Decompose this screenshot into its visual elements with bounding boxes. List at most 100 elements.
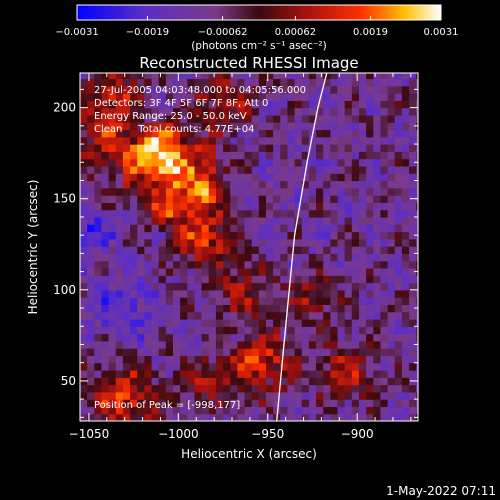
heatmap-cell (316, 151, 324, 160)
heatmap-cell (373, 195, 382, 203)
heatmap-cell (294, 224, 303, 233)
heatmap-cell (172, 100, 181, 109)
heatmap-cell (258, 318, 267, 327)
heatmap-cell (187, 100, 196, 109)
heatmap-cell (151, 326, 160, 335)
heatmap-cell (251, 282, 260, 291)
heatmap-cell (108, 340, 117, 349)
heatmap-cell (158, 151, 167, 160)
heatmap-cell (115, 326, 124, 335)
heatmap-cell (215, 304, 224, 313)
heatmap-cell (122, 158, 131, 167)
heatmap-cell (337, 231, 346, 240)
heatmap-cell (223, 187, 231, 196)
heatmap-cell (201, 267, 210, 276)
heatmap-cell (387, 384, 396, 393)
heatmap-cell (366, 216, 374, 225)
heatmap-cell (187, 311, 196, 320)
heatmap-cell (316, 136, 324, 145)
heatmap-cell (366, 78, 374, 87)
heatmap-cell (358, 151, 367, 160)
heatmap-cell (409, 73, 417, 80)
heatmap-cell (301, 209, 310, 218)
heatmap-cell (258, 282, 267, 291)
heatmap-cell (401, 362, 410, 371)
heatmap-cell (308, 202, 317, 211)
heatmap-cell (316, 158, 324, 167)
heatmap-cell (137, 340, 145, 349)
heatmap-cell (101, 377, 110, 386)
heatmap-cell (280, 122, 289, 131)
heatmap-cell (80, 180, 88, 189)
heatmap-cell (165, 391, 174, 400)
heatmap-cell (280, 114, 289, 123)
heatmap-cell (208, 413, 217, 421)
heatmap-cell (122, 289, 131, 298)
heatmap-cell (108, 73, 117, 80)
heatmap-cell (201, 85, 210, 94)
colorbar-tick-label: −0.00062 (198, 27, 248, 38)
heatmap-cell (115, 304, 124, 313)
heatmap-cell (344, 253, 353, 262)
heatmap-cell (172, 173, 181, 182)
heatmap-cell (108, 187, 117, 196)
heatmap-cell (416, 173, 418, 182)
heatmap-cell (351, 304, 360, 313)
heatmap-cell (258, 311, 267, 320)
heatmap-cell (223, 151, 231, 160)
heatmap-cell (237, 209, 246, 218)
heatmap-cell (358, 100, 367, 109)
heatmap-cell (201, 399, 210, 408)
heatmap-cell (337, 202, 346, 211)
heatmap-cell (194, 326, 203, 335)
heatmap-cell (337, 136, 346, 145)
heatmap-cell (180, 260, 188, 269)
heatmap-cell (122, 246, 131, 254)
heatmap-cell (194, 129, 203, 138)
heatmap-cell (115, 107, 124, 116)
heatmap-cell (294, 289, 303, 298)
heatmap-cell (287, 93, 296, 101)
heatmap-cell (108, 399, 117, 408)
heatmap-cell (115, 399, 124, 408)
heatmap-cell (151, 311, 160, 320)
heatmap-cell (158, 304, 167, 313)
heatmap-cell (316, 93, 324, 101)
heatmap-cell (409, 173, 417, 182)
heatmap-cell (280, 100, 289, 109)
heatmap-cell (373, 173, 382, 182)
heatmap-cell (115, 391, 124, 400)
heatmap-cell (223, 195, 231, 203)
heatmap-cell (94, 282, 103, 291)
heatmap-cell (230, 129, 238, 138)
heatmap-cell (180, 158, 188, 167)
heatmap-cell (122, 384, 131, 393)
heatmap-cell (208, 340, 217, 349)
heatmap-cell (208, 297, 217, 305)
heatmap-cell (258, 73, 267, 80)
heatmap-cell (308, 114, 317, 123)
heatmap-cell (294, 282, 303, 291)
heatmap-cell (194, 165, 203, 174)
heatmap-cell (301, 73, 310, 80)
heatmap-cell (165, 333, 174, 342)
heatmap-cell (258, 297, 267, 305)
heatmap-cell (165, 114, 174, 123)
heatmap-cell (265, 297, 274, 305)
heatmap-cell (380, 78, 389, 87)
heatmap-cell (373, 85, 382, 94)
heatmap-cell (344, 224, 353, 233)
heatmap-cell (358, 399, 367, 408)
heatmap-cell (387, 93, 396, 101)
heatmap-cell (323, 282, 331, 291)
heatmap-cell (137, 165, 145, 174)
heatmap-cell (409, 304, 417, 313)
heatmap-cell (101, 355, 110, 364)
heatmap-cell (358, 289, 367, 298)
heatmap-cell (394, 136, 403, 145)
heatmap-cell (115, 406, 124, 415)
heatmap-cell (265, 399, 274, 408)
heatmap-cell (337, 326, 346, 335)
heatmap-cell (387, 216, 396, 225)
heatmap-cell (101, 282, 110, 291)
